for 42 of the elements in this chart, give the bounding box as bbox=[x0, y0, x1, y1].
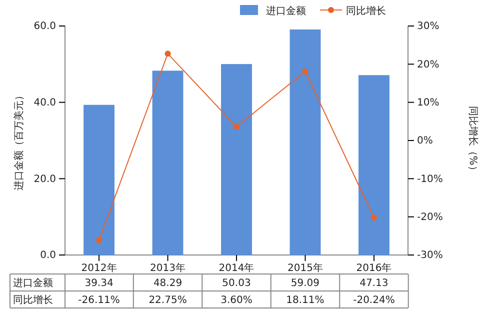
y-tick-label: 60.0 bbox=[34, 21, 56, 32]
bar bbox=[221, 64, 252, 255]
x-tick-label: 2015年 bbox=[288, 262, 323, 274]
y2-tick-label: -30% bbox=[417, 250, 443, 262]
data-label: 48.29 bbox=[153, 278, 182, 289]
y2-tick-label: 10% bbox=[417, 98, 440, 109]
y-tick-label: 0.0 bbox=[40, 250, 56, 262]
point bbox=[234, 124, 240, 130]
point bbox=[96, 237, 102, 244]
legend-label: 进口金额 bbox=[266, 5, 306, 17]
data-label: -20.24% bbox=[353, 295, 395, 306]
data-label: 3.60% bbox=[220, 295, 252, 306]
bar bbox=[358, 75, 390, 255]
data-label: 47.13 bbox=[360, 278, 388, 289]
y2-tick-label: 0% bbox=[417, 136, 433, 147]
text: 同比增长 bbox=[13, 295, 53, 306]
bar bbox=[84, 104, 114, 255]
point bbox=[370, 214, 377, 221]
data-label: 39.34 bbox=[84, 278, 114, 289]
bar bbox=[152, 70, 184, 255]
y2-tick-label: 20% bbox=[417, 59, 440, 70]
x-tick-label: 2013年 bbox=[150, 262, 186, 274]
data-label: -26.11% bbox=[78, 295, 120, 306]
bar bbox=[290, 29, 321, 255]
data-label: 22.75% bbox=[148, 295, 187, 306]
legend-label: 同比增长 bbox=[346, 5, 386, 17]
data-label: 18.11% bbox=[286, 295, 324, 306]
y2-tick-label: -10% bbox=[417, 174, 443, 185]
x-tick-label: 2014年 bbox=[218, 262, 254, 274]
y2-axis-title: 同比增长（%） bbox=[467, 106, 479, 176]
y2-tick-label: -20% bbox=[417, 212, 443, 224]
text: 进口金额 bbox=[13, 278, 53, 289]
y-axis-title: 进口金额（百万美元） bbox=[13, 90, 25, 190]
point bbox=[302, 68, 308, 74]
x-tick-label: 2016年 bbox=[356, 262, 392, 274]
y2-tick-label: 30% bbox=[417, 21, 440, 32]
y-tick-label: 40.0 bbox=[34, 98, 56, 109]
data-label: 50.03 bbox=[222, 278, 251, 289]
y-tick-label: 20.0 bbox=[34, 174, 56, 185]
data-label: 59.09 bbox=[290, 278, 320, 289]
point bbox=[164, 50, 171, 57]
x-tick-label: 2012年 bbox=[81, 262, 117, 274]
